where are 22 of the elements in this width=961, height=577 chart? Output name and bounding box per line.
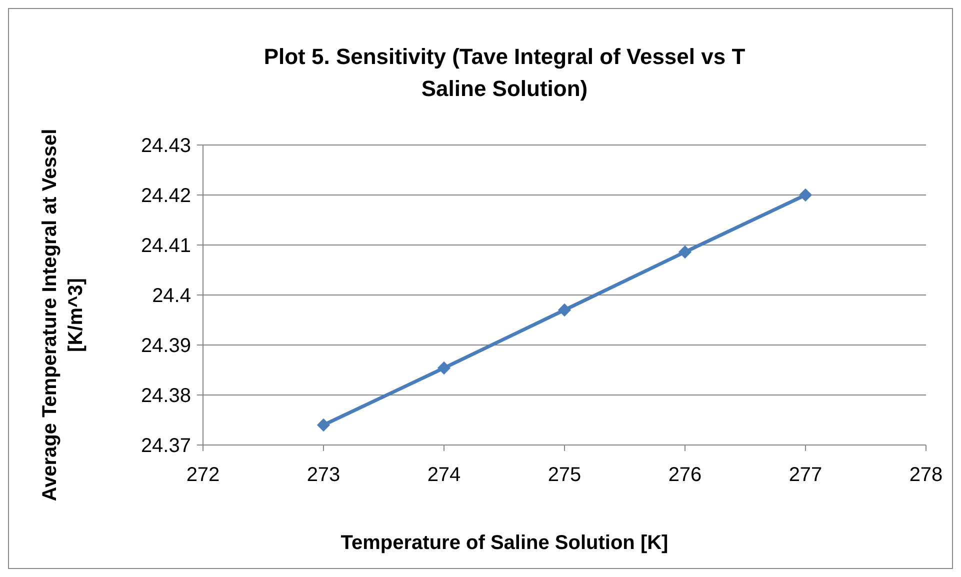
x-axis-title: Temperature of Saline Solution [K] bbox=[340, 532, 668, 554]
x-tick-label: 273 bbox=[306, 464, 340, 486]
point bbox=[678, 245, 692, 259]
y-tick-label: 24.38 bbox=[140, 385, 191, 407]
x-tick-label: 278 bbox=[909, 464, 943, 486]
point bbox=[437, 361, 451, 375]
x-tick-label: 277 bbox=[788, 464, 822, 486]
x-tick-label: 274 bbox=[427, 464, 461, 486]
y-tick-label: 24.43 bbox=[140, 135, 191, 157]
x-tick-label: 275 bbox=[548, 464, 582, 486]
point bbox=[798, 188, 812, 202]
x-tick-label: 276 bbox=[668, 464, 702, 486]
y-tick-label: 24.42 bbox=[140, 185, 191, 207]
y-tick-label: 24.4 bbox=[152, 285, 191, 307]
y-tick-label: 24.39 bbox=[140, 335, 191, 357]
y-axis-title: Average Temperature Integral at Vessel [K/m^3] bbox=[39, 128, 87, 502]
y-tick-label: 24.41 bbox=[140, 235, 191, 257]
chart-title: Plot 5. Sensitivity (Tave Integral of Vessel vs T Saline Solution) bbox=[264, 44, 746, 101]
y-tick-label: 24.37 bbox=[140, 435, 191, 457]
x-tick-label: 272 bbox=[186, 464, 220, 486]
point bbox=[558, 303, 572, 317]
point bbox=[316, 418, 330, 432]
